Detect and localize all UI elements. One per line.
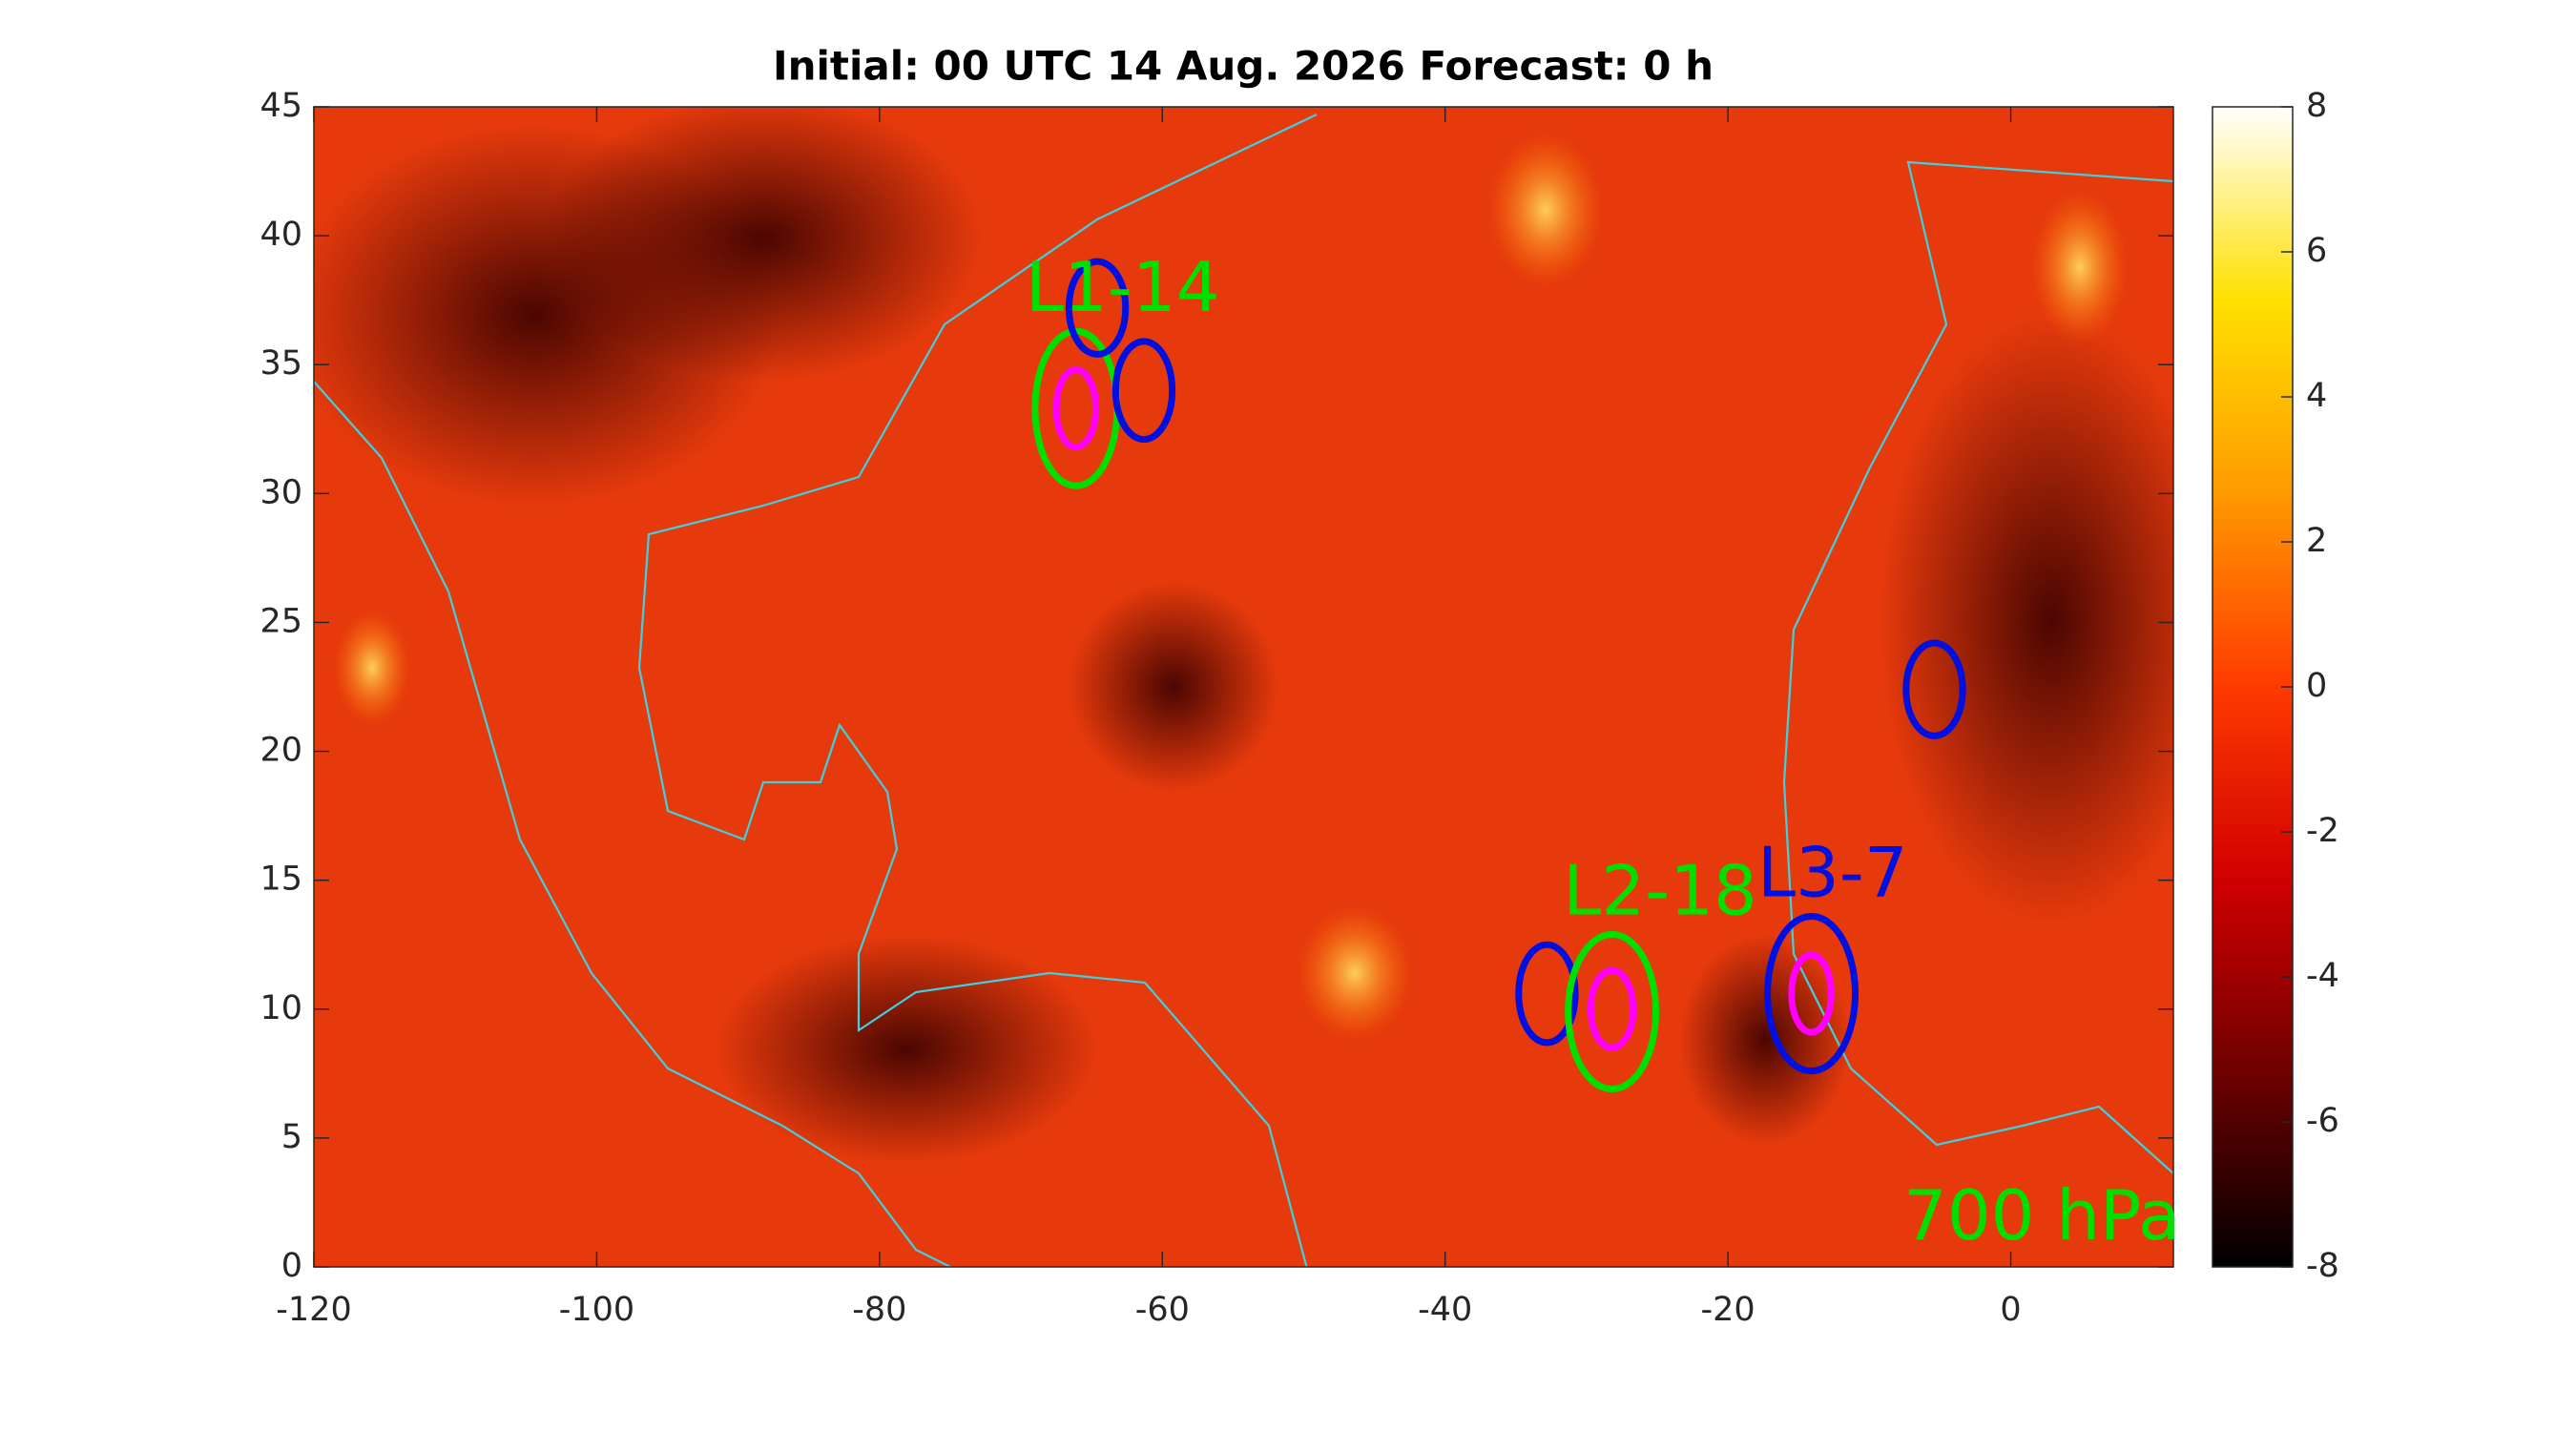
x-tick-label: -60: [1135, 1291, 1190, 1329]
x-tick-label: -80: [852, 1291, 906, 1329]
field-patch: [716, 935, 1097, 1164]
colorbar-tick-label: 8: [2306, 87, 2327, 125]
y-tick-label: 25: [260, 602, 302, 640]
colorbar-tick-label: 6: [2306, 232, 2327, 270]
colorbar: [2212, 106, 2294, 1268]
x-tick-label: -40: [1418, 1291, 1472, 1329]
y-tick-label: 30: [260, 473, 302, 511]
system-ellipse: [1764, 912, 1859, 1075]
field-patch: [1880, 315, 2173, 925]
annotation: L2-18: [1563, 850, 1757, 930]
y-tick-label: 20: [260, 732, 302, 770]
y-tick-label: 10: [260, 989, 302, 1027]
field-patch: [334, 611, 410, 725]
x-tick-label: -120: [276, 1291, 351, 1329]
colorbar-tick-label: -6: [2306, 1102, 2339, 1140]
y-tick-label: 45: [260, 87, 302, 125]
field-patch: [1298, 906, 1412, 1040]
colorbar-tick-label: 0: [2306, 667, 2327, 705]
field: [314, 107, 2173, 1267]
system-ellipse: [1902, 639, 1966, 739]
field-patch: [1069, 582, 1278, 792]
x-tick-label: -100: [559, 1291, 634, 1329]
plot-frame: [313, 106, 2174, 1268]
system-ellipse: [1052, 366, 1100, 451]
colorbar-tick-label: 4: [2306, 377, 2327, 415]
coastline: [314, 381, 953, 1267]
y-tick-label: 0: [281, 1247, 302, 1285]
annotation: 700 hPa: [1903, 1175, 2180, 1255]
x-tick-label: -20: [1701, 1291, 1755, 1329]
annotation: L1-14: [1026, 247, 1220, 327]
system-ellipse: [1565, 930, 1660, 1093]
y-tick-label: 40: [260, 216, 302, 254]
colorbar-tick-label: -8: [2306, 1247, 2339, 1285]
field-patch: [2032, 191, 2128, 343]
colorbar-tick-label: -4: [2306, 957, 2339, 995]
x-tick-label: 0: [2000, 1291, 2021, 1329]
y-tick-label: 5: [281, 1118, 302, 1156]
system-ellipse: [1515, 941, 1579, 1047]
chart-title: Initial: 00 UTC 14 Aug. 2026 Forecast: 0…: [773, 43, 1714, 90]
y-tick-label: 15: [260, 861, 302, 899]
colorbar-tick-label: 2: [2306, 522, 2327, 560]
system-ellipse: [1587, 966, 1637, 1051]
field-patch: [1679, 935, 1851, 1145]
system-ellipse: [1788, 951, 1835, 1036]
annotation: L3-7: [1757, 832, 1908, 912]
field-patch: [1488, 134, 1603, 286]
y-tick-label: 35: [260, 344, 302, 383]
coastline: [1782, 160, 2173, 1174]
systems: [1031, 258, 1966, 1093]
field-patch: [544, 107, 983, 382]
colorbar-tick-label: -2: [2306, 812, 2339, 850]
coastline: [637, 114, 1318, 1267]
system-ellipse: [1111, 338, 1176, 444]
system-ellipse: [1065, 258, 1130, 358]
